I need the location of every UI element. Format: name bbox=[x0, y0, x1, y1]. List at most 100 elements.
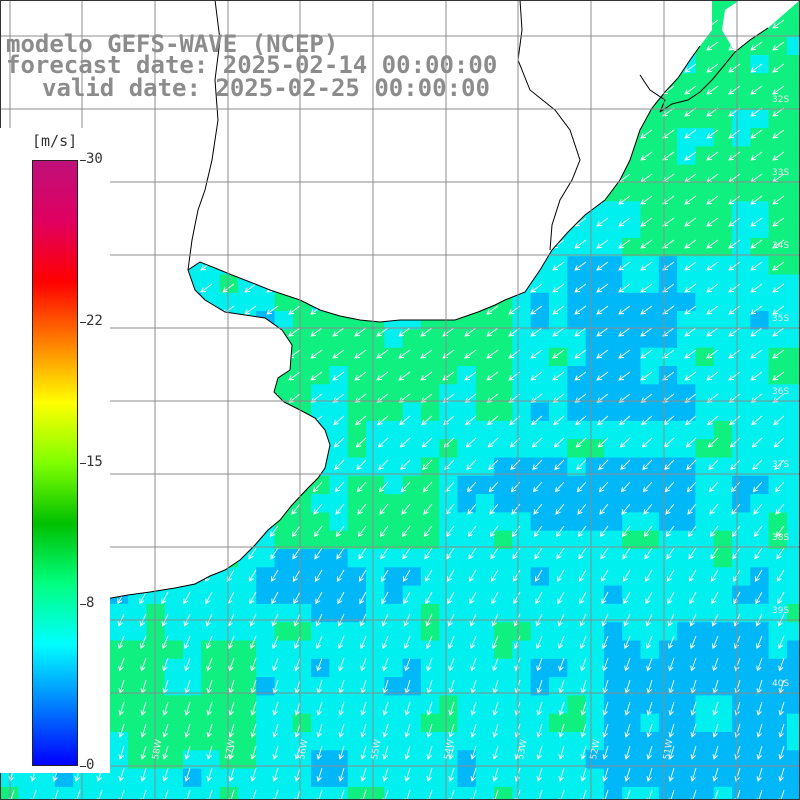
wind-speed-cell bbox=[713, 475, 733, 495]
wind-arrow bbox=[490, 547, 499, 560]
wind-speed-cell bbox=[512, 658, 532, 678]
wind-speed-cell bbox=[677, 640, 696, 660]
latitude-label: 37S bbox=[772, 460, 789, 470]
wind-speed-cell bbox=[622, 201, 642, 221]
wind-arrow bbox=[778, 701, 785, 716]
wind-arrow bbox=[404, 723, 411, 738]
wind-speed-cell bbox=[658, 237, 678, 257]
title-forecast-date: forecast date: 2025-02-14 00:00:00 bbox=[6, 51, 498, 79]
wind-speed-cell bbox=[677, 201, 696, 221]
wind-arrow bbox=[728, 195, 741, 205]
wind-speed-cell bbox=[311, 402, 330, 422]
wind-arrow bbox=[621, 525, 631, 538]
wind-speed-cell bbox=[164, 713, 184, 733]
wind-speed-cell bbox=[640, 366, 660, 385]
wind-speed-cell bbox=[146, 658, 166, 678]
wind-speed-cell bbox=[640, 640, 660, 660]
wind-speed-cell bbox=[622, 732, 642, 751]
wind-speed-cell bbox=[256, 695, 276, 715]
wind-speed-cell bbox=[329, 585, 349, 605]
wind-arrow bbox=[470, 767, 477, 782]
wind-arrow bbox=[622, 569, 631, 583]
wind-speed-cell bbox=[786, 237, 800, 257]
wind-speed-cell bbox=[311, 494, 330, 513]
wind-arrow bbox=[668, 723, 675, 738]
wind-speed-cell bbox=[237, 658, 257, 678]
wind-arrow bbox=[338, 657, 345, 672]
wind-speed-cell bbox=[512, 640, 532, 660]
wind-speed-cell bbox=[219, 750, 239, 770]
wind-speed-cell bbox=[622, 274, 642, 294]
wind-arrow bbox=[599, 503, 609, 515]
wind-speed-cell bbox=[475, 366, 495, 385]
wind-speed-cell bbox=[603, 384, 623, 404]
wind-speed-cell bbox=[311, 713, 330, 733]
wind-speed-cell bbox=[640, 219, 660, 239]
wind-speed-cell bbox=[512, 329, 532, 349]
wind-arrow bbox=[772, 85, 785, 95]
wind-speed-cell bbox=[713, 439, 733, 459]
wind-arrow bbox=[684, 327, 697, 337]
wind-speed-cell bbox=[420, 347, 440, 367]
wind-speed-cell bbox=[366, 622, 385, 642]
wind-arrow bbox=[376, 327, 389, 337]
wind-speed-cell bbox=[695, 530, 715, 550]
wind-speed-cell bbox=[567, 622, 587, 642]
wind-arrow bbox=[401, 525, 411, 538]
wind-speed-cell bbox=[347, 420, 367, 440]
wind-speed-cell bbox=[366, 457, 385, 477]
wind-speed-cell bbox=[237, 750, 257, 770]
wind-arrow bbox=[470, 701, 477, 716]
wind-speed-cell bbox=[713, 512, 733, 532]
wind-arrow bbox=[272, 767, 279, 782]
wind-speed-cell bbox=[274, 768, 294, 788]
colorbar-tick-label: 22 bbox=[86, 312, 103, 329]
wind-arrow bbox=[668, 657, 675, 672]
wind-speed-cell bbox=[695, 494, 715, 513]
wind-speed-cell bbox=[420, 603, 440, 623]
latitude-label: 36S bbox=[772, 387, 789, 397]
wind-speed-cell bbox=[713, 750, 733, 770]
wind-arrow bbox=[424, 547, 433, 560]
wind-arrow bbox=[487, 437, 499, 448]
wind-arrow bbox=[574, 283, 587, 293]
wind-speed-cell bbox=[567, 512, 587, 532]
wind-arrow bbox=[335, 503, 345, 515]
wind-speed-cell bbox=[677, 439, 696, 459]
wind-speed-cell bbox=[329, 695, 349, 715]
wind-arrow bbox=[316, 701, 323, 716]
wind-arrow bbox=[402, 569, 411, 583]
wind-speed-cell bbox=[786, 128, 800, 147]
wind-arrow bbox=[314, 569, 323, 583]
wind-arrow bbox=[139, 635, 147, 650]
coastlines bbox=[0, 0, 769, 617]
wind-arrow bbox=[640, 327, 653, 337]
wind-speed-cell bbox=[567, 640, 587, 660]
wind-speed-cell bbox=[292, 530, 312, 550]
wind-arrow bbox=[293, 635, 301, 650]
longitude-label: 54W bbox=[443, 739, 456, 761]
wind-speed-cell bbox=[658, 164, 678, 184]
wind-arrow bbox=[426, 767, 433, 782]
wind-speed-cell bbox=[603, 219, 623, 239]
wind-arrow bbox=[399, 437, 411, 448]
wind-arrow bbox=[486, 349, 499, 359]
wind-speed-cell bbox=[750, 750, 770, 770]
wind-speed-cell bbox=[622, 695, 642, 715]
wind-speed-cell bbox=[402, 768, 422, 788]
wind-speed-cell bbox=[311, 603, 330, 623]
wind-arrow bbox=[776, 547, 785, 560]
wind-arrow bbox=[468, 569, 477, 583]
wind-speed-cell bbox=[237, 713, 257, 733]
wind-arrow bbox=[288, 371, 301, 381]
wind-speed-cell bbox=[384, 768, 404, 788]
wind-arrow bbox=[712, 767, 719, 782]
wind-speed-cell bbox=[677, 658, 696, 678]
wind-speed-cell bbox=[457, 768, 477, 788]
wind-arrow bbox=[358, 569, 367, 583]
wind-speed-cell bbox=[128, 640, 147, 660]
wind-arrow bbox=[750, 283, 763, 293]
wind-speed-cell bbox=[347, 750, 367, 770]
wind-speed-cell bbox=[585, 585, 605, 605]
wind-arrow bbox=[711, 591, 719, 605]
